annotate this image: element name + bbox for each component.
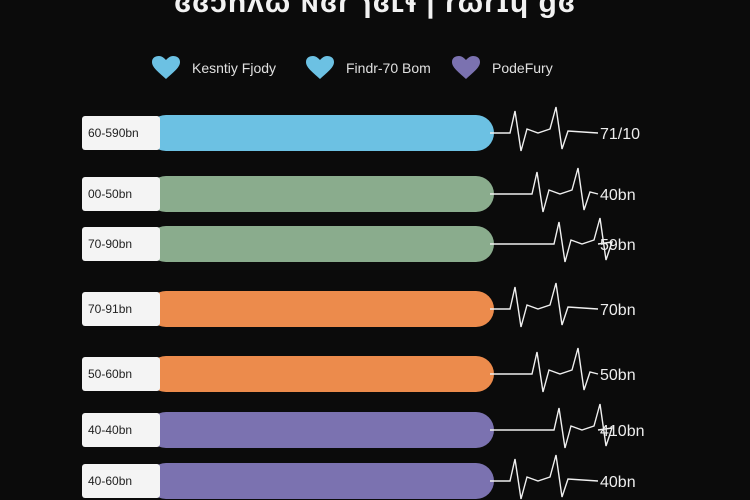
row-label: 70-90bn bbox=[88, 237, 132, 251]
value-label: 50bn bbox=[600, 367, 636, 384]
bar bbox=[148, 291, 494, 327]
bar bbox=[148, 176, 494, 212]
bar bbox=[148, 412, 494, 448]
value-label: 40bn bbox=[600, 187, 636, 204]
legend-label: Findr-70 Bom bbox=[346, 60, 431, 76]
heartbeat-line bbox=[490, 282, 599, 328]
bar bbox=[148, 115, 494, 151]
legend-label: PodeFury bbox=[492, 60, 553, 76]
value-label: 59bn bbox=[600, 237, 636, 254]
row-label: 40-40bn bbox=[88, 423, 132, 437]
row-label-box bbox=[82, 227, 160, 261]
chart-title: ɞɞɔnʌɷ ɴɞɾ ɿɞʟɬ | ɾɷɾɪɥ ɡɞ bbox=[174, 0, 576, 19]
heart-icon bbox=[452, 56, 480, 79]
value-label: 40bn bbox=[600, 474, 636, 491]
heartbeat-line bbox=[490, 217, 614, 263]
heart-icon bbox=[306, 56, 334, 79]
value-label: 71/10 bbox=[600, 126, 640, 143]
legend-item: Findr-70 Bom bbox=[306, 56, 431, 80]
legend-item: Kesntiy Fjody bbox=[152, 56, 276, 80]
legend-label: Kesntiy Fjody bbox=[192, 60, 277, 76]
legend: Kesntiy Fjody Findr-70 Bom PodeFury bbox=[0, 56, 750, 82]
row-label: 00-50bn bbox=[88, 187, 132, 201]
row-label-box bbox=[82, 292, 160, 326]
row-label-box bbox=[82, 116, 160, 150]
bar bbox=[148, 356, 494, 392]
bar bbox=[148, 463, 494, 499]
heartbeat-line bbox=[490, 454, 599, 500]
row-label: 70-91bn bbox=[88, 302, 132, 316]
heartbeat-line bbox=[490, 106, 599, 152]
row-label: 60-590bn bbox=[88, 126, 139, 140]
row-label-box bbox=[82, 413, 160, 447]
value-label: 410bn bbox=[600, 423, 645, 440]
value-label: 70bn bbox=[600, 302, 636, 319]
row-label: 50-60bn bbox=[88, 367, 132, 381]
heart-icon bbox=[152, 56, 180, 79]
row-label-box bbox=[82, 464, 160, 498]
row-label: 40-60bn bbox=[88, 474, 132, 488]
bar bbox=[148, 226, 494, 262]
heartbeat-line bbox=[490, 167, 599, 213]
legend-item: PodeFury bbox=[452, 56, 553, 80]
row-label-box bbox=[82, 177, 160, 211]
row-label-box bbox=[82, 357, 160, 391]
heartbeat-line bbox=[490, 403, 614, 449]
heartbeat-line bbox=[490, 347, 599, 393]
